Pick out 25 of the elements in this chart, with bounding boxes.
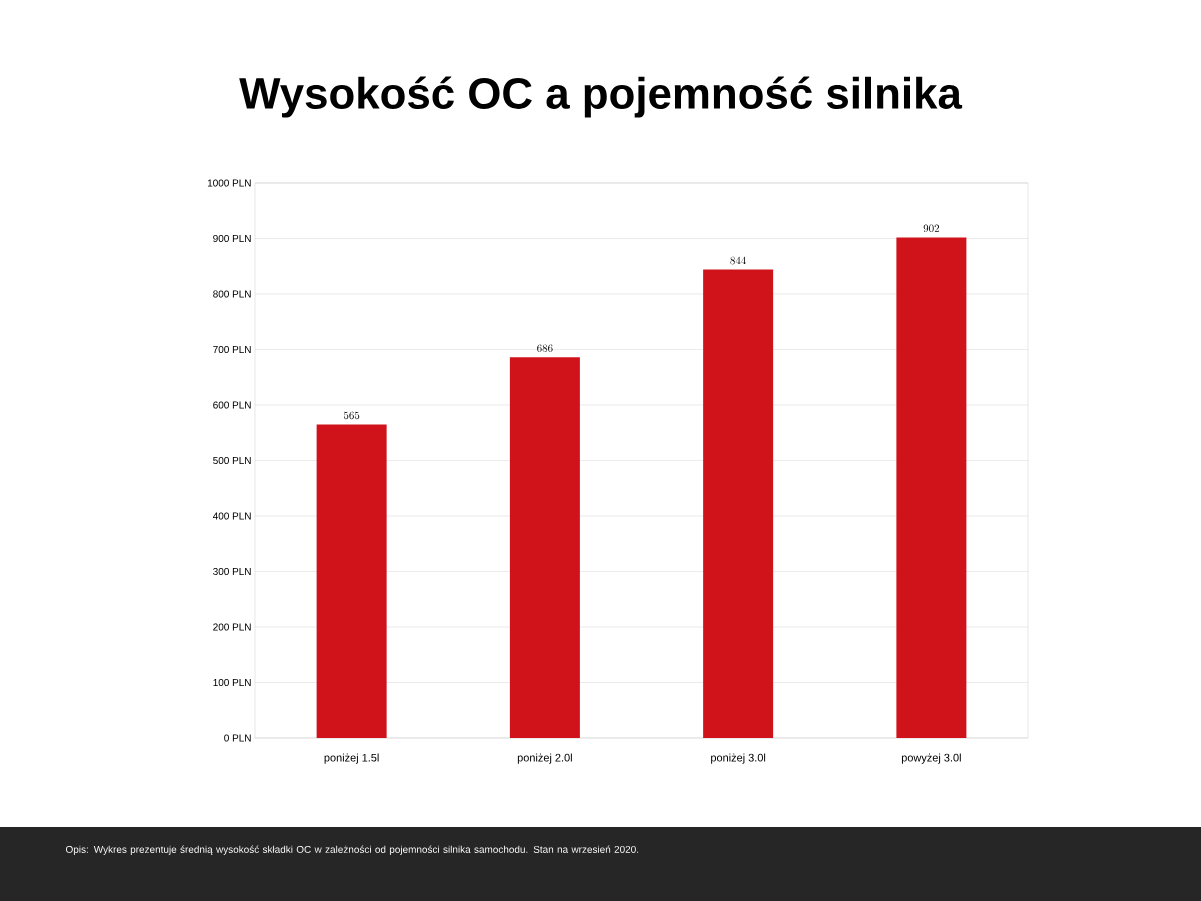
x-tick-label: poniżej 2.0l bbox=[517, 753, 572, 764]
data-label: 565 bbox=[343, 411, 360, 420]
bar bbox=[896, 237, 967, 738]
bar bbox=[509, 357, 580, 738]
y-tick-label: 500 PLN bbox=[213, 456, 251, 465]
y-tick-label: 800 PLN bbox=[213, 290, 251, 298]
x-tick-label: poniżej 1.5l bbox=[324, 753, 379, 764]
data-label: 686 bbox=[537, 344, 553, 352]
bar bbox=[703, 269, 774, 738]
y-tick-label: 600 PLN bbox=[213, 401, 251, 409]
y-tick-label: 700 PLN bbox=[213, 345, 251, 354]
text: Opis: Wykres prezentuje średnią wysokość składki OC w zależności od pojemności silnika samochodu. Stan na wrzesień 2020. bbox=[65, 845, 639, 855]
y-tick-label: 400 PLN bbox=[212, 512, 251, 520]
x-tick-label: powyżej 3.0l bbox=[901, 753, 961, 764]
data-label: 902 bbox=[923, 224, 939, 233]
y-tick-label: 1000 PLN bbox=[207, 179, 251, 187]
x-tick-label: poniżej 3.0l bbox=[711, 753, 766, 764]
y-tick-label: 300 PLN bbox=[213, 567, 251, 576]
y-tick-label: 900 PLN bbox=[213, 234, 251, 243]
bar bbox=[316, 424, 387, 738]
chart-title: Wysokość OC a pojemność silnika bbox=[239, 76, 963, 118]
y-tick-label: 0 PLN bbox=[224, 734, 251, 742]
data-label: 844 bbox=[730, 256, 746, 265]
y-tick-label: 100 PLN bbox=[213, 678, 251, 687]
y-tick-label: 200 PLN bbox=[213, 623, 251, 631]
